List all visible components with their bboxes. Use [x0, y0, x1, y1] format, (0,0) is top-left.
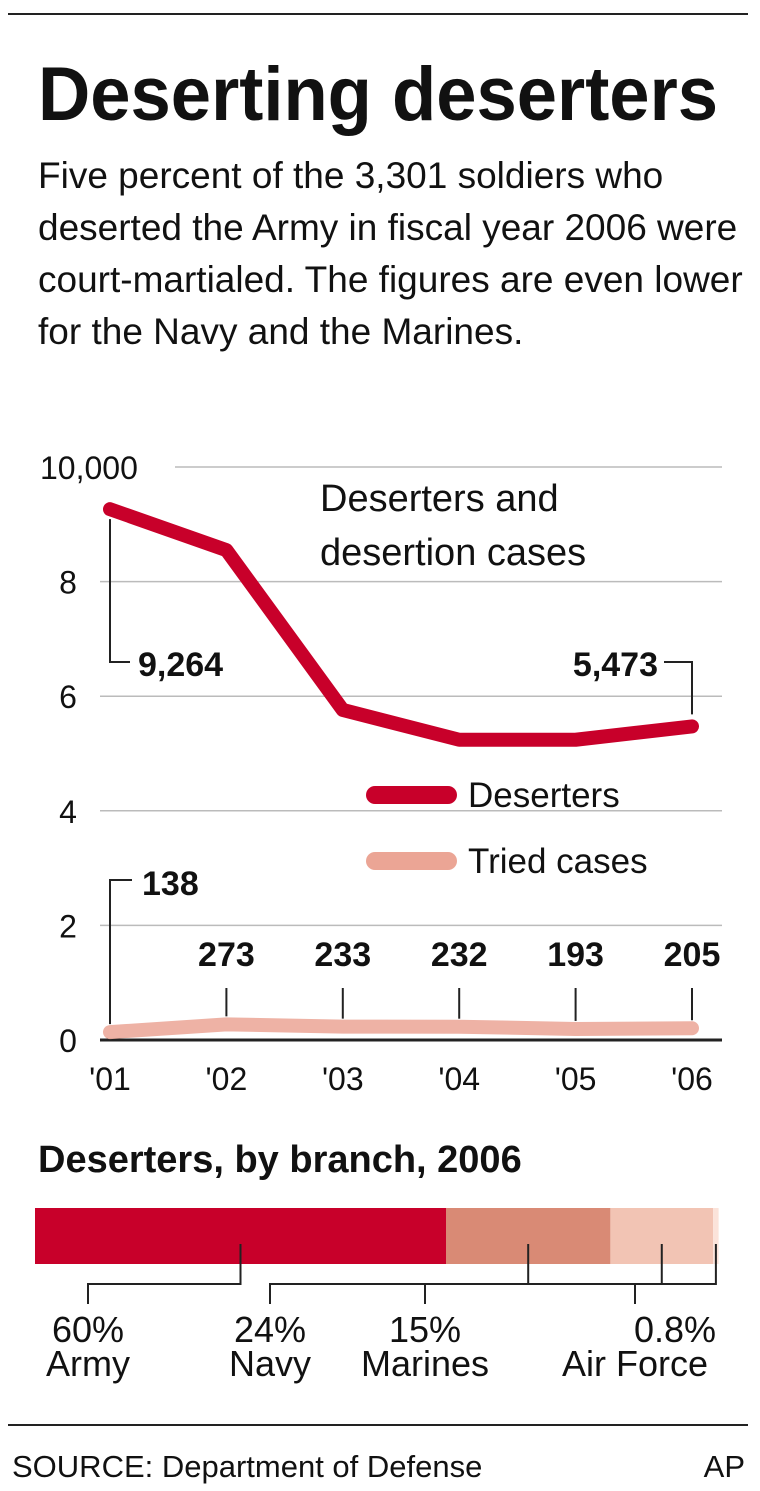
x-tick-label: '06 — [671, 1061, 713, 1097]
leader — [269, 1244, 530, 1304]
value-label: 15% — [389, 1309, 461, 1350]
value-label: 0.8% — [634, 1309, 716, 1350]
value-label: 5,473 — [573, 646, 658, 684]
value-label: 138 — [142, 865, 199, 903]
value-label: 24% — [234, 1309, 306, 1350]
value-label: 60% — [52, 1309, 124, 1350]
leader — [634, 1244, 717, 1304]
leader — [109, 519, 130, 663]
leader — [87, 1244, 242, 1304]
title: Deserting deserters — [38, 52, 718, 137]
bar-segment — [713, 1208, 719, 1264]
source: SOURCE: Department of Defense — [12, 1449, 482, 1484]
category-label: Navy — [229, 1343, 311, 1384]
series-line — [103, 502, 699, 747]
bar-chart-title: Deserters, by branch, 2006 — [38, 1139, 522, 1181]
value-label: 193 — [547, 936, 604, 974]
y-tick-label: 8 — [59, 565, 77, 601]
value-label: 273 — [198, 936, 255, 974]
value-label: 205 — [664, 936, 721, 974]
leader — [664, 661, 693, 715]
line-chart-title: Deserters and desertion cases — [320, 478, 587, 574]
x-tick-label: '04 — [438, 1061, 480, 1097]
category-label: Air Force — [562, 1343, 708, 1384]
value-label: 233 — [314, 936, 371, 974]
value-label: 232 — [431, 936, 488, 974]
leader — [424, 1244, 663, 1304]
x-tick-label: '02 — [206, 1061, 248, 1097]
leader — [109, 879, 132, 1025]
y-tick-label: 0 — [59, 1023, 77, 1059]
y-tick-label: 4 — [59, 794, 77, 830]
legend-label: Deserters — [468, 776, 620, 815]
y-tick-label: 6 — [59, 679, 77, 715]
y-tick-label: 10,000 — [40, 450, 138, 486]
x-tick-label: '01 — [89, 1061, 131, 1097]
x-tick-label: '03 — [322, 1061, 364, 1097]
category-label: Marines — [361, 1343, 489, 1384]
value-label: 9,264 — [138, 646, 223, 684]
x-tick-label: '05 — [555, 1061, 597, 1097]
subtitle: Five percent of the 3,301 soldiers who d… — [38, 155, 743, 352]
category-label: Army — [46, 1343, 130, 1384]
credit: AP — [704, 1449, 745, 1484]
legend-label: Tried cases — [468, 842, 648, 881]
y-tick-label: 2 — [59, 908, 77, 944]
series-line — [103, 1017, 699, 1040]
